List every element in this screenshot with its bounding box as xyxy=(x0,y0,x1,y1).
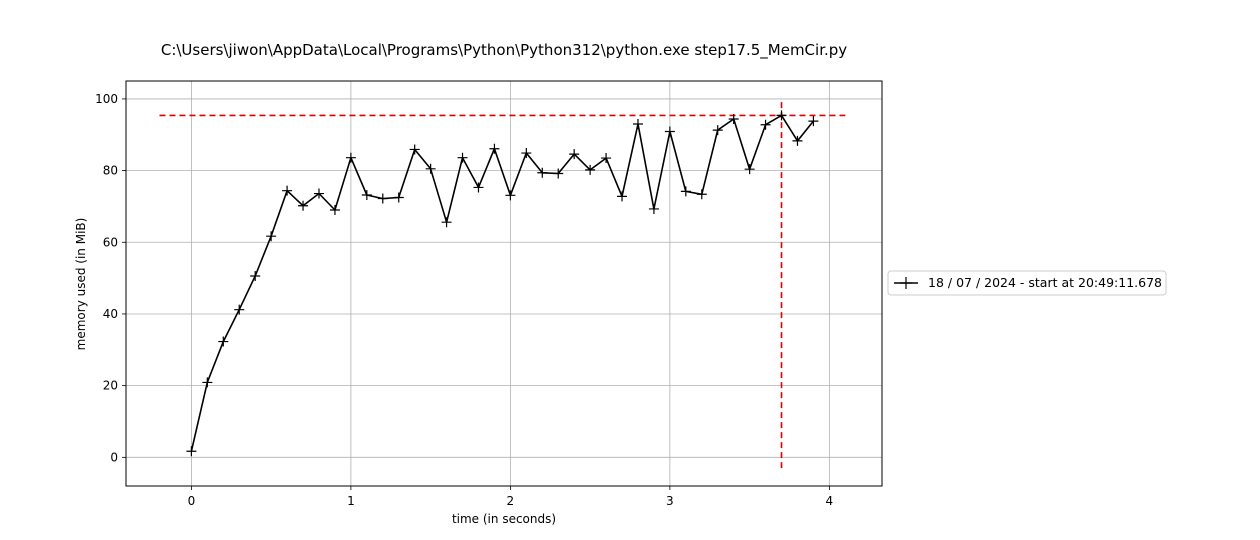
data-point-marker xyxy=(585,164,596,175)
x-tick-label: 3 xyxy=(666,494,674,508)
data-point-marker xyxy=(712,125,723,136)
data-point-marker xyxy=(282,185,293,196)
x-tick-label: 0 xyxy=(188,494,196,508)
data-point-marker xyxy=(553,168,564,179)
data-point-marker xyxy=(409,144,420,155)
y-tick-label: 0 xyxy=(110,450,118,464)
legend-plus-marker xyxy=(900,277,912,289)
data-point-marker xyxy=(457,152,468,163)
data-point-marker xyxy=(425,163,436,174)
plot-frame xyxy=(125,80,883,487)
data-point-marker xyxy=(744,164,755,175)
data-point-marker xyxy=(345,152,356,163)
x-tick-label: 1 xyxy=(347,494,355,508)
data-point-marker xyxy=(298,200,309,211)
data-point-marker xyxy=(441,217,452,228)
memory-series-line xyxy=(190,114,815,452)
series-group xyxy=(186,110,819,457)
data-point-marker xyxy=(186,446,197,457)
data-point-marker xyxy=(776,110,787,121)
data-point-marker xyxy=(329,205,340,216)
y-tick-label: 80 xyxy=(103,164,118,178)
data-point-marker xyxy=(664,126,675,137)
data-point-marker xyxy=(808,116,819,127)
y-tick-label: 40 xyxy=(103,307,118,321)
data-point-marker xyxy=(601,153,612,164)
data-point-marker xyxy=(696,189,707,200)
y-axis-label: memory used (in MiB) xyxy=(74,218,88,351)
data-point-marker xyxy=(218,336,229,347)
data-point-marker xyxy=(377,193,388,204)
legend-label: 18 / 07 / 2024 - start at 20:49:11.678 xyxy=(928,275,1162,290)
data-point-marker xyxy=(250,270,261,281)
x-tick-label: 4 xyxy=(826,494,834,508)
data-point-marker xyxy=(393,192,404,203)
data-point-marker xyxy=(632,119,643,130)
data-point-marker xyxy=(760,119,771,130)
y-tick-label: 60 xyxy=(103,235,118,249)
x-axis-label: time (in seconds) xyxy=(452,512,556,526)
data-point-marker xyxy=(234,304,245,315)
grid xyxy=(126,81,882,486)
legend-frame xyxy=(887,270,1167,296)
data-point-marker xyxy=(728,113,739,124)
data-point-marker xyxy=(505,190,516,201)
annotations xyxy=(159,98,846,469)
data-point-marker xyxy=(569,149,580,160)
y-tick-label: 100 xyxy=(95,92,118,106)
y-tick-label: 20 xyxy=(103,379,118,393)
data-point-marker xyxy=(202,377,213,388)
data-point-marker xyxy=(792,135,803,146)
data-point-marker xyxy=(361,189,372,200)
data-point-marker xyxy=(648,203,659,214)
data-point-marker xyxy=(537,167,548,178)
data-point-marker xyxy=(313,188,324,199)
data-point-marker xyxy=(489,143,500,154)
x-tick-label: 2 xyxy=(507,494,515,508)
legend: 18 / 07 / 2024 - start at 20:49:11.678 xyxy=(887,270,1167,296)
data-point-marker xyxy=(266,231,277,242)
data-point-marker xyxy=(521,148,532,159)
data-point-marker xyxy=(680,186,691,197)
data-point-marker xyxy=(617,191,628,202)
data-point-marker xyxy=(473,182,484,193)
chart-title: C:\Users\jiwon\AppData\Local\Programs\Py… xyxy=(161,41,847,60)
